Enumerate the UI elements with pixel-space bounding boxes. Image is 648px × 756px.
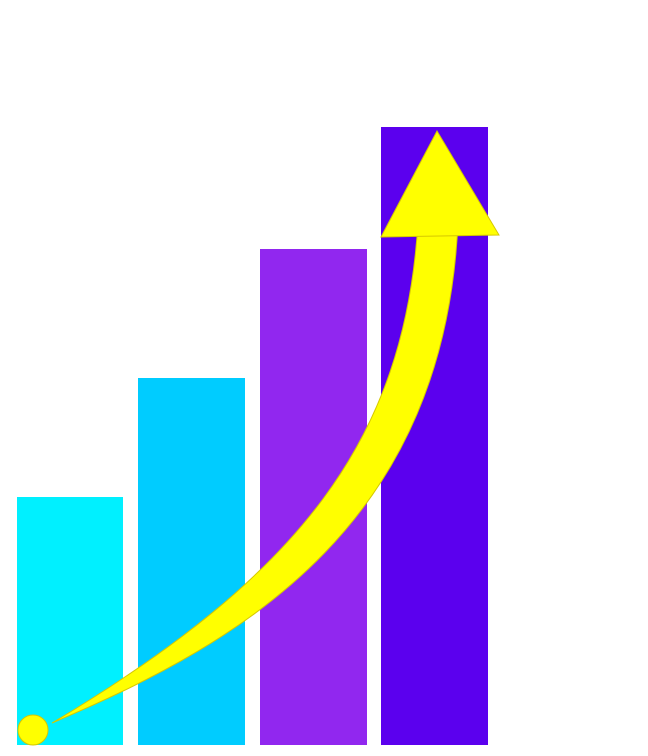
bar — [17, 497, 123, 745]
bar — [138, 378, 245, 745]
arrow-tail-dot — [17, 714, 49, 746]
arrow-head — [380, 129, 500, 238]
